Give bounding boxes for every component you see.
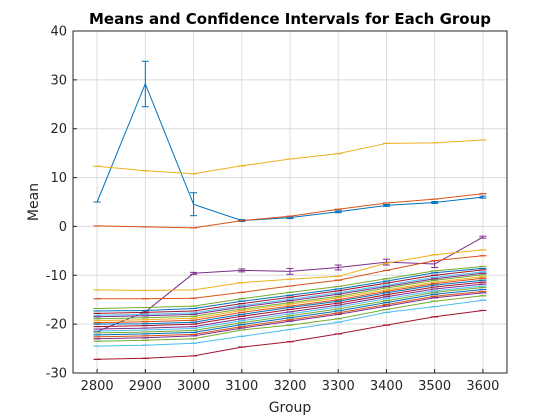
y-axis-title: Mean	[26, 183, 42, 221]
series-21	[93, 290, 487, 338]
axis-ticks: -30 -20 -10 0 10 20 30 40 2800 2900 3000 3100 3200 33…	[46, 25, 500, 395]
series-20	[93, 288, 487, 336]
x-tick-label: 3000	[177, 379, 210, 394]
series-11	[93, 272, 487, 318]
series-7	[93, 265, 487, 310]
x-tick-label: 2900	[129, 379, 162, 394]
y-tick-label: 0	[59, 220, 67, 235]
x-tick-label: 3300	[322, 379, 355, 394]
series-3	[93, 139, 487, 175]
series-16	[93, 281, 487, 328]
series-group	[93, 60, 487, 360]
series-13	[93, 276, 487, 322]
y-tick-label: 20	[50, 122, 67, 137]
y-tick-label: -20	[46, 318, 67, 333]
x-tick-label: 3100	[225, 379, 258, 394]
x-tick-label: 3400	[370, 379, 403, 394]
series-19	[93, 287, 487, 334]
y-tick-label: 10	[50, 171, 67, 186]
series-14	[93, 277, 487, 324]
series-5	[93, 249, 487, 291]
chart-title: Means and Confidence Intervals for Each …	[89, 10, 491, 28]
x-tick-label: 3200	[273, 379, 306, 394]
series-25	[93, 309, 487, 360]
x-tick-label: 3600	[466, 379, 499, 394]
y-tick-label: -30	[46, 367, 67, 382]
y-tick-label: 40	[50, 25, 67, 40]
series-23	[93, 295, 487, 342]
series-10	[93, 271, 487, 316]
series-22	[93, 292, 487, 340]
y-tick-label: 30	[50, 73, 67, 88]
x-tick-label: 3500	[418, 379, 451, 394]
series-2	[93, 193, 487, 229]
series-12	[93, 274, 487, 320]
x-tick-label: 2800	[81, 379, 114, 394]
series-15	[93, 279, 487, 325]
series-18	[93, 285, 487, 332]
series-24	[93, 299, 487, 347]
series-8	[93, 267, 487, 312]
series-6	[93, 255, 487, 300]
series-9	[93, 269, 487, 314]
y-tick-label: -10	[46, 269, 67, 284]
x-axis-title: Group	[269, 400, 312, 416]
series-17	[93, 283, 487, 330]
series-1	[93, 60, 487, 223]
